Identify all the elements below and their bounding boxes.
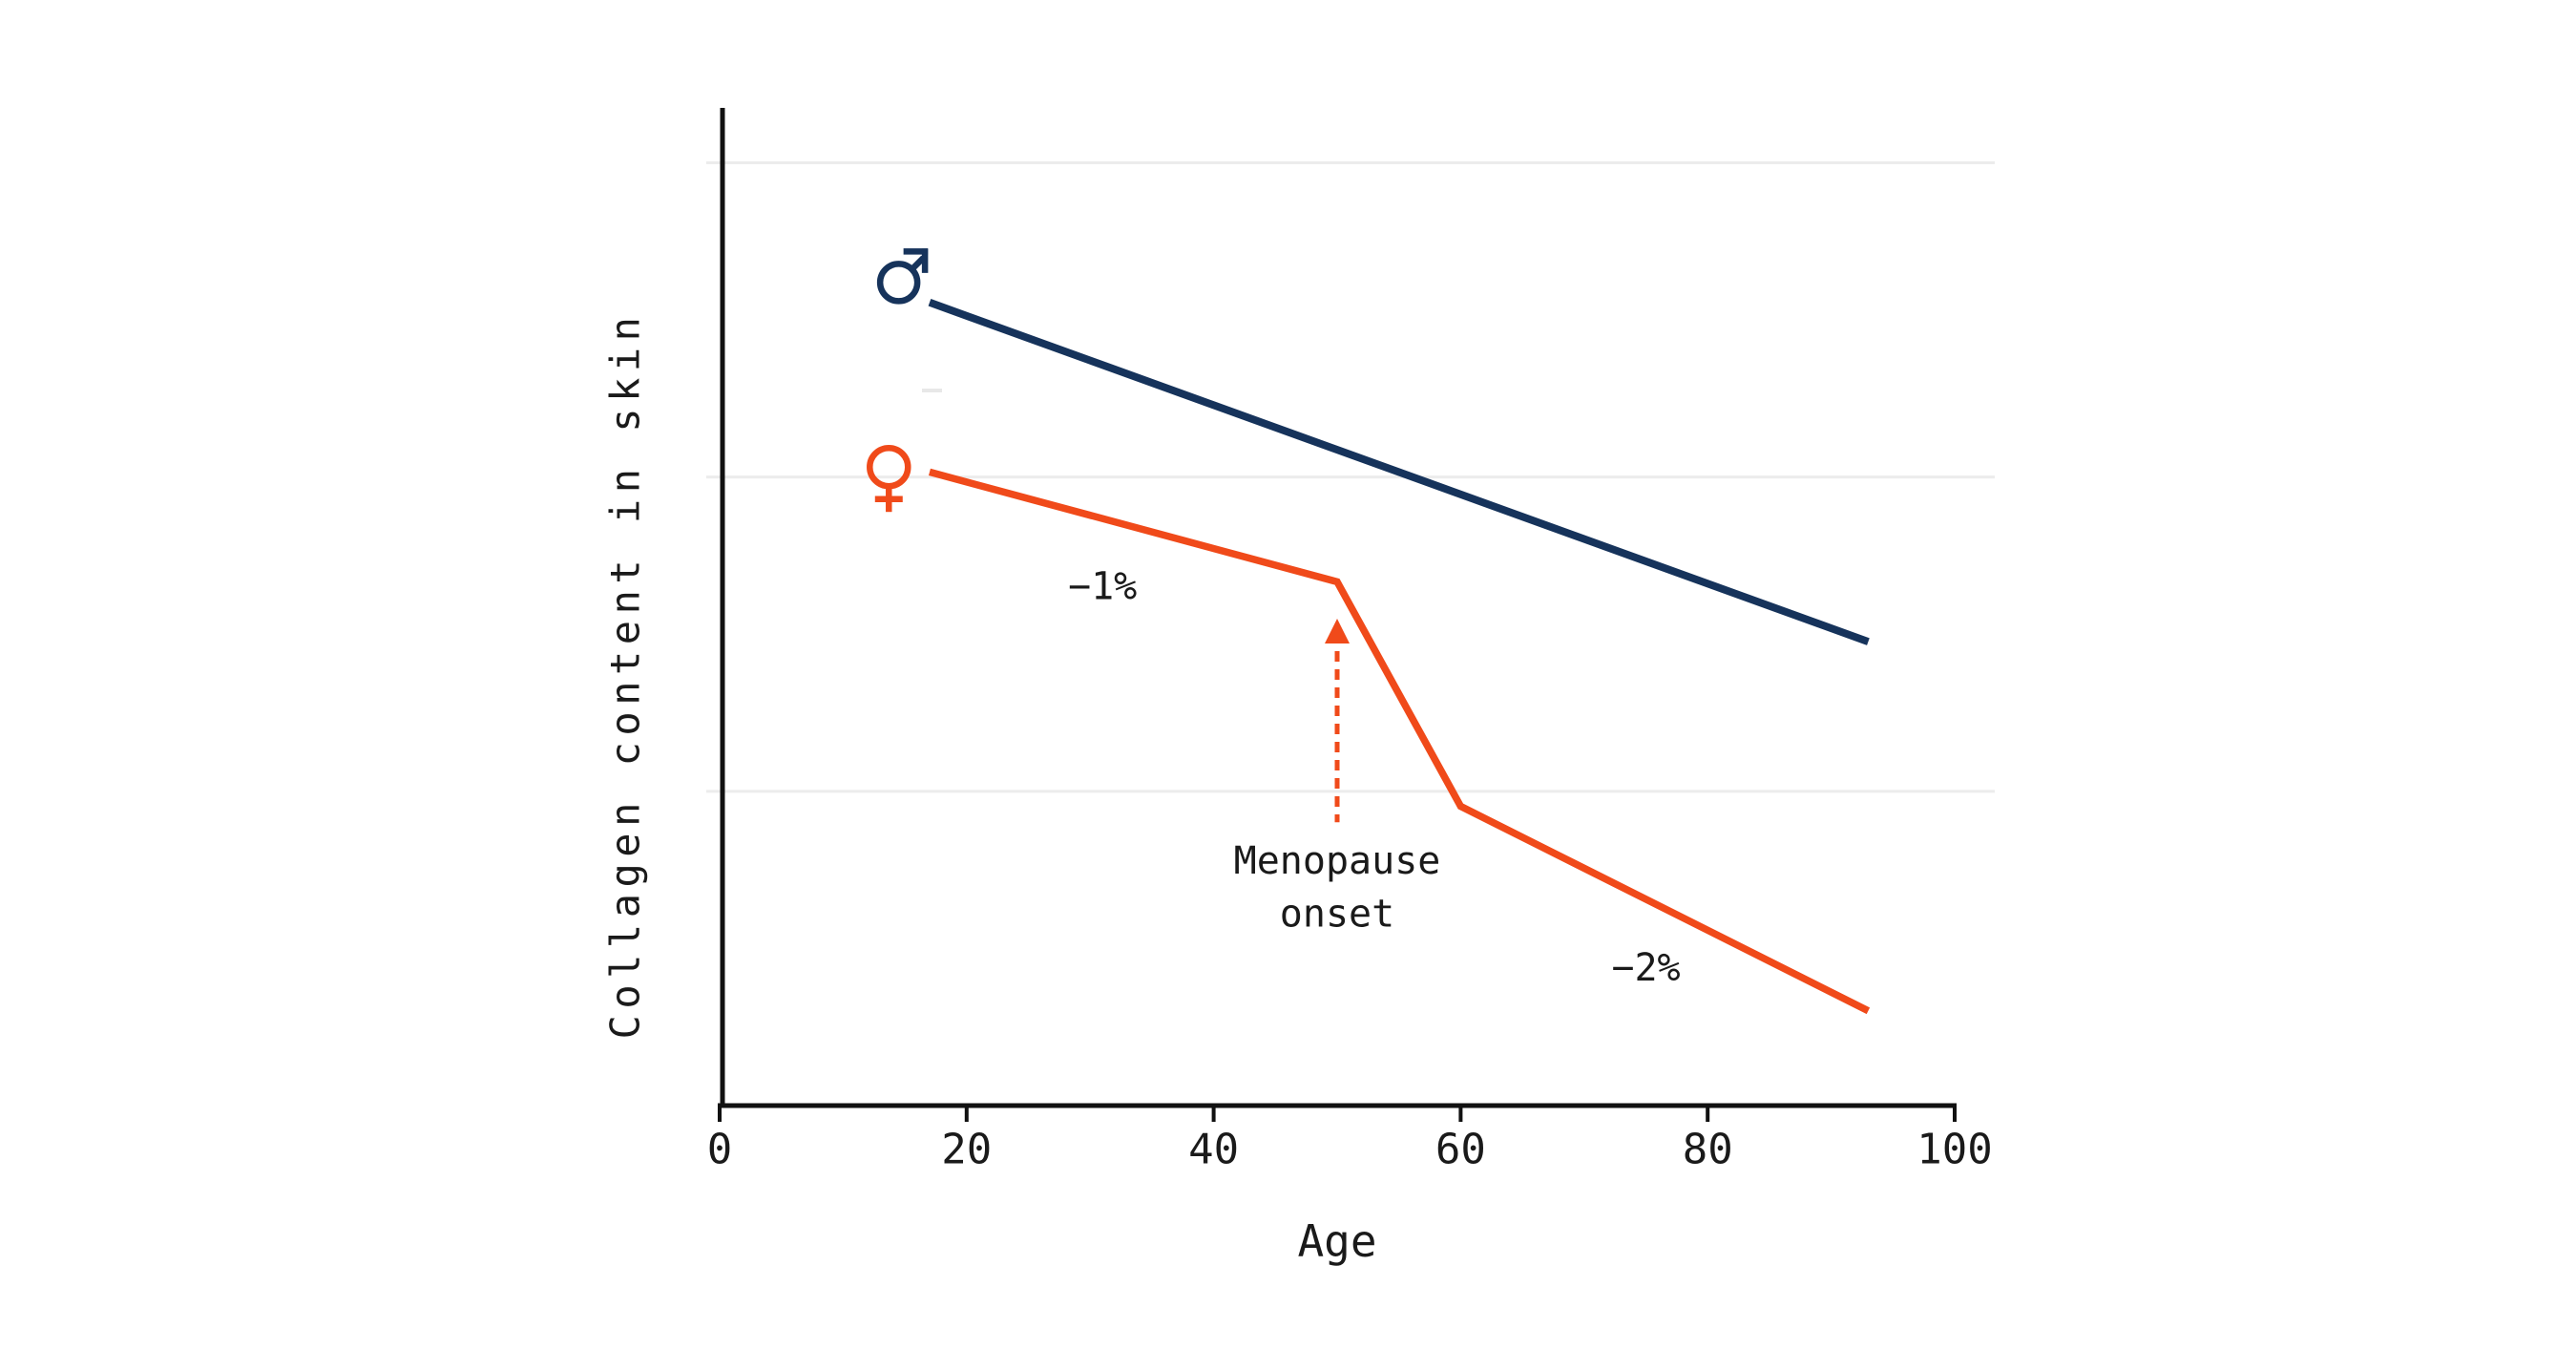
x-axis-label: Age [1297, 1215, 1376, 1267]
x-tick-label: 80 [1683, 1126, 1733, 1174]
menopause-label-line2: onset [1280, 892, 1394, 936]
female-sign-icon [867, 444, 911, 513]
x-tick-label: 0 [707, 1126, 733, 1174]
male-sign-circle [876, 261, 921, 305]
x-axis-tick-labels: 0 20 40 60 80 100 [707, 1126, 1993, 1174]
slope-minus-2pct: −2% [1611, 946, 1680, 990]
x-axis-ticks [718, 1106, 1957, 1122]
menopause-label-line1: Menopause [1234, 839, 1441, 883]
female-line [929, 468, 1871, 1015]
x-tick-label: 60 [1435, 1126, 1486, 1174]
male-sign-icon [876, 248, 929, 305]
menopause-arrow-head [1325, 619, 1350, 644]
female-sign-circle [867, 444, 911, 490]
gridlines [706, 160, 1995, 793]
male-line [928, 299, 1870, 645]
slope-minus-1pct: −1% [1068, 565, 1137, 609]
series-lines [867, 248, 1871, 1015]
x-tick-label: 20 [941, 1126, 992, 1174]
x-tick-label: 100 [1916, 1126, 1992, 1174]
y-axis-label: Collagen content in skin [602, 311, 649, 1040]
male-sign-shaft [908, 255, 926, 273]
x-tick-label: 40 [1188, 1126, 1239, 1174]
annotations: −1% −2% Menopause onset [1068, 565, 1681, 990]
